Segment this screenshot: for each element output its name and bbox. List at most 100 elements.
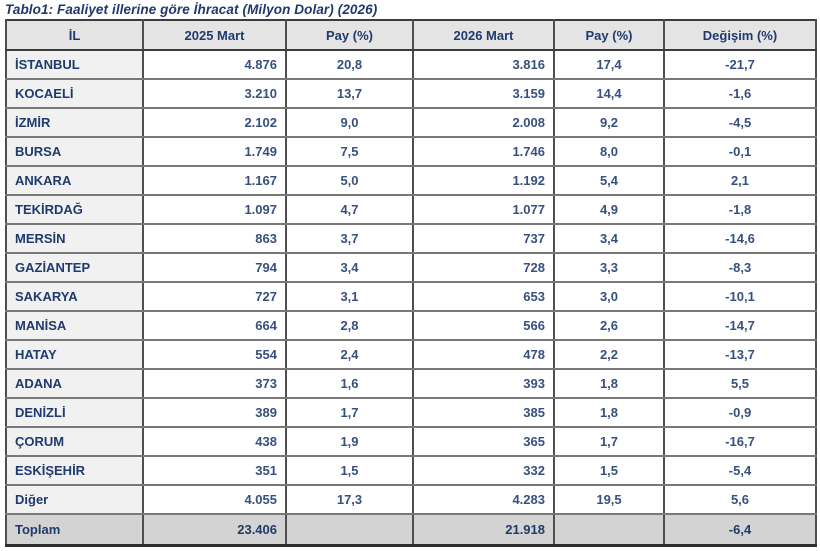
cell-2026-value: 478 [412, 339, 555, 370]
cell-2025-share: 3,7 [285, 223, 414, 254]
cell-2026-value: 566 [412, 310, 555, 341]
cell-2026-share: 4,9 [553, 194, 665, 225]
column-header-pay-2025: Pay (%) [285, 20, 414, 51]
cell-change: 5,6 [663, 484, 817, 515]
table-row: TEKİRDAĞ 1.097 4,7 1.077 4,9 -1,8 [5, 194, 817, 225]
cell-2025-share: 2,4 [285, 339, 414, 370]
cell-change: -21,7 [663, 49, 817, 80]
cell-province: SAKARYA [5, 281, 144, 312]
export-by-province-table: İL 2025 Mart Pay (%) 2026 Mart Pay (%) D… [5, 19, 817, 547]
cell-2025-share: 20,8 [285, 49, 414, 80]
cell-change: 2,1 [663, 165, 817, 196]
cell-2025-value: 727 [142, 281, 287, 312]
cell-2025-value: 438 [142, 426, 287, 457]
cell-change: -8,3 [663, 252, 817, 283]
cell-2026-share: 2,6 [553, 310, 665, 341]
cell-total-2025-value: 23.406 [142, 513, 287, 546]
cell-2026-share: 8,0 [553, 136, 665, 167]
cell-2026-value: 1.077 [412, 194, 555, 225]
cell-2026-value: 3.159 [412, 78, 555, 109]
table-row: DENİZLİ 389 1,7 385 1,8 -0,9 [5, 397, 817, 428]
cell-total-2026-share [553, 513, 665, 546]
cell-2025-value: 863 [142, 223, 287, 254]
table-row: ESKİŞEHİR 351 1,5 332 1,5 -5,4 [5, 455, 817, 486]
cell-2026-share: 3,0 [553, 281, 665, 312]
cell-2026-share: 3,4 [553, 223, 665, 254]
cell-2025-value: 4.055 [142, 484, 287, 515]
cell-province: DENİZLİ [5, 397, 144, 428]
cell-change: -14,7 [663, 310, 817, 341]
cell-2025-share: 1,9 [285, 426, 414, 457]
cell-2026-share: 1,8 [553, 397, 665, 428]
table-row: KOCAELİ 3.210 13,7 3.159 14,4 -1,6 [5, 78, 817, 109]
cell-2026-share: 1,7 [553, 426, 665, 457]
cell-2025-share: 9,0 [285, 107, 414, 138]
cell-2025-share: 1,7 [285, 397, 414, 428]
cell-province: ANKARA [5, 165, 144, 196]
column-header-2026-mart: 2026 Mart [412, 20, 555, 51]
table-row: MANİSA 664 2,8 566 2,6 -14,7 [5, 310, 817, 341]
column-header-pay-2026: Pay (%) [553, 20, 665, 51]
cell-2026-share: 19,5 [553, 484, 665, 515]
cell-province: MERSİN [5, 223, 144, 254]
cell-2025-share: 1,6 [285, 368, 414, 399]
cell-change: -16,7 [663, 426, 817, 457]
cell-total-2026-value: 21.918 [412, 513, 555, 546]
cell-2026-share: 5,4 [553, 165, 665, 196]
cell-2025-share: 3,1 [285, 281, 414, 312]
cell-2025-share: 3,4 [285, 252, 414, 283]
cell-2025-share: 13,7 [285, 78, 414, 109]
table-row: GAZİANTEP 794 3,4 728 3,3 -8,3 [5, 252, 817, 283]
cell-2025-value: 4.876 [142, 49, 287, 80]
cell-2025-share: 4,7 [285, 194, 414, 225]
column-header-2025-mart: 2025 Mart [142, 20, 287, 51]
cell-province: HATAY [5, 339, 144, 370]
cell-change: -0,9 [663, 397, 817, 428]
cell-2026-share: 9,2 [553, 107, 665, 138]
cell-province: KOCAELİ [5, 78, 144, 109]
cell-2026-value: 2.008 [412, 107, 555, 138]
cell-province: ADANA [5, 368, 144, 399]
cell-province: İZMİR [5, 107, 144, 138]
cell-province: ESKİŞEHİR [5, 455, 144, 486]
table-row: BURSA 1.749 7,5 1.746 8,0 -0,1 [5, 136, 817, 167]
cell-total-label: Toplam [5, 513, 144, 546]
cell-change: -4,5 [663, 107, 817, 138]
cell-total-change: -6,4 [663, 513, 817, 546]
cell-province: Diğer [5, 484, 144, 515]
cell-province: TEKİRDAĞ [5, 194, 144, 225]
cell-2025-value: 664 [142, 310, 287, 341]
cell-change: -5,4 [663, 455, 817, 486]
cell-2025-value: 1.749 [142, 136, 287, 167]
column-header-il: İL [5, 20, 144, 51]
cell-2026-value: 1.746 [412, 136, 555, 167]
total-row: Toplam 23.406 21.918 -6,4 [5, 513, 817, 546]
cell-change: 5,5 [663, 368, 817, 399]
cell-2025-share: 7,5 [285, 136, 414, 167]
cell-change: -1,6 [663, 78, 817, 109]
cell-2025-share: 17,3 [285, 484, 414, 515]
cell-2025-share: 1,5 [285, 455, 414, 486]
table-row: ADANA 373 1,6 393 1,8 5,5 [5, 368, 817, 399]
cell-province: MANİSA [5, 310, 144, 341]
cell-2026-share: 2,2 [553, 339, 665, 370]
table-row: HATAY 554 2,4 478 2,2 -13,7 [5, 339, 817, 370]
table-row: MERSİN 863 3,7 737 3,4 -14,6 [5, 223, 817, 254]
table-row: ANKARA 1.167 5,0 1.192 5,4 2,1 [5, 165, 817, 196]
table-title: Tablo1: Faaliyet illerine göre İhracat (… [5, 2, 378, 17]
cell-2026-value: 1.192 [412, 165, 555, 196]
cell-2026-value: 3.816 [412, 49, 555, 80]
cell-2025-value: 794 [142, 252, 287, 283]
cell-change: -1,8 [663, 194, 817, 225]
cell-2025-value: 389 [142, 397, 287, 428]
cell-2025-value: 1.167 [142, 165, 287, 196]
cell-province: İSTANBUL [5, 49, 144, 80]
cell-2026-value: 4.283 [412, 484, 555, 515]
cell-2025-value: 351 [142, 455, 287, 486]
cell-2026-value: 737 [412, 223, 555, 254]
cell-2025-value: 1.097 [142, 194, 287, 225]
table-row: Diğer 4.055 17,3 4.283 19,5 5,6 [5, 484, 817, 515]
cell-2026-value: 393 [412, 368, 555, 399]
column-header-degisim: Değişim (%) [663, 20, 817, 51]
cell-2026-value: 332 [412, 455, 555, 486]
